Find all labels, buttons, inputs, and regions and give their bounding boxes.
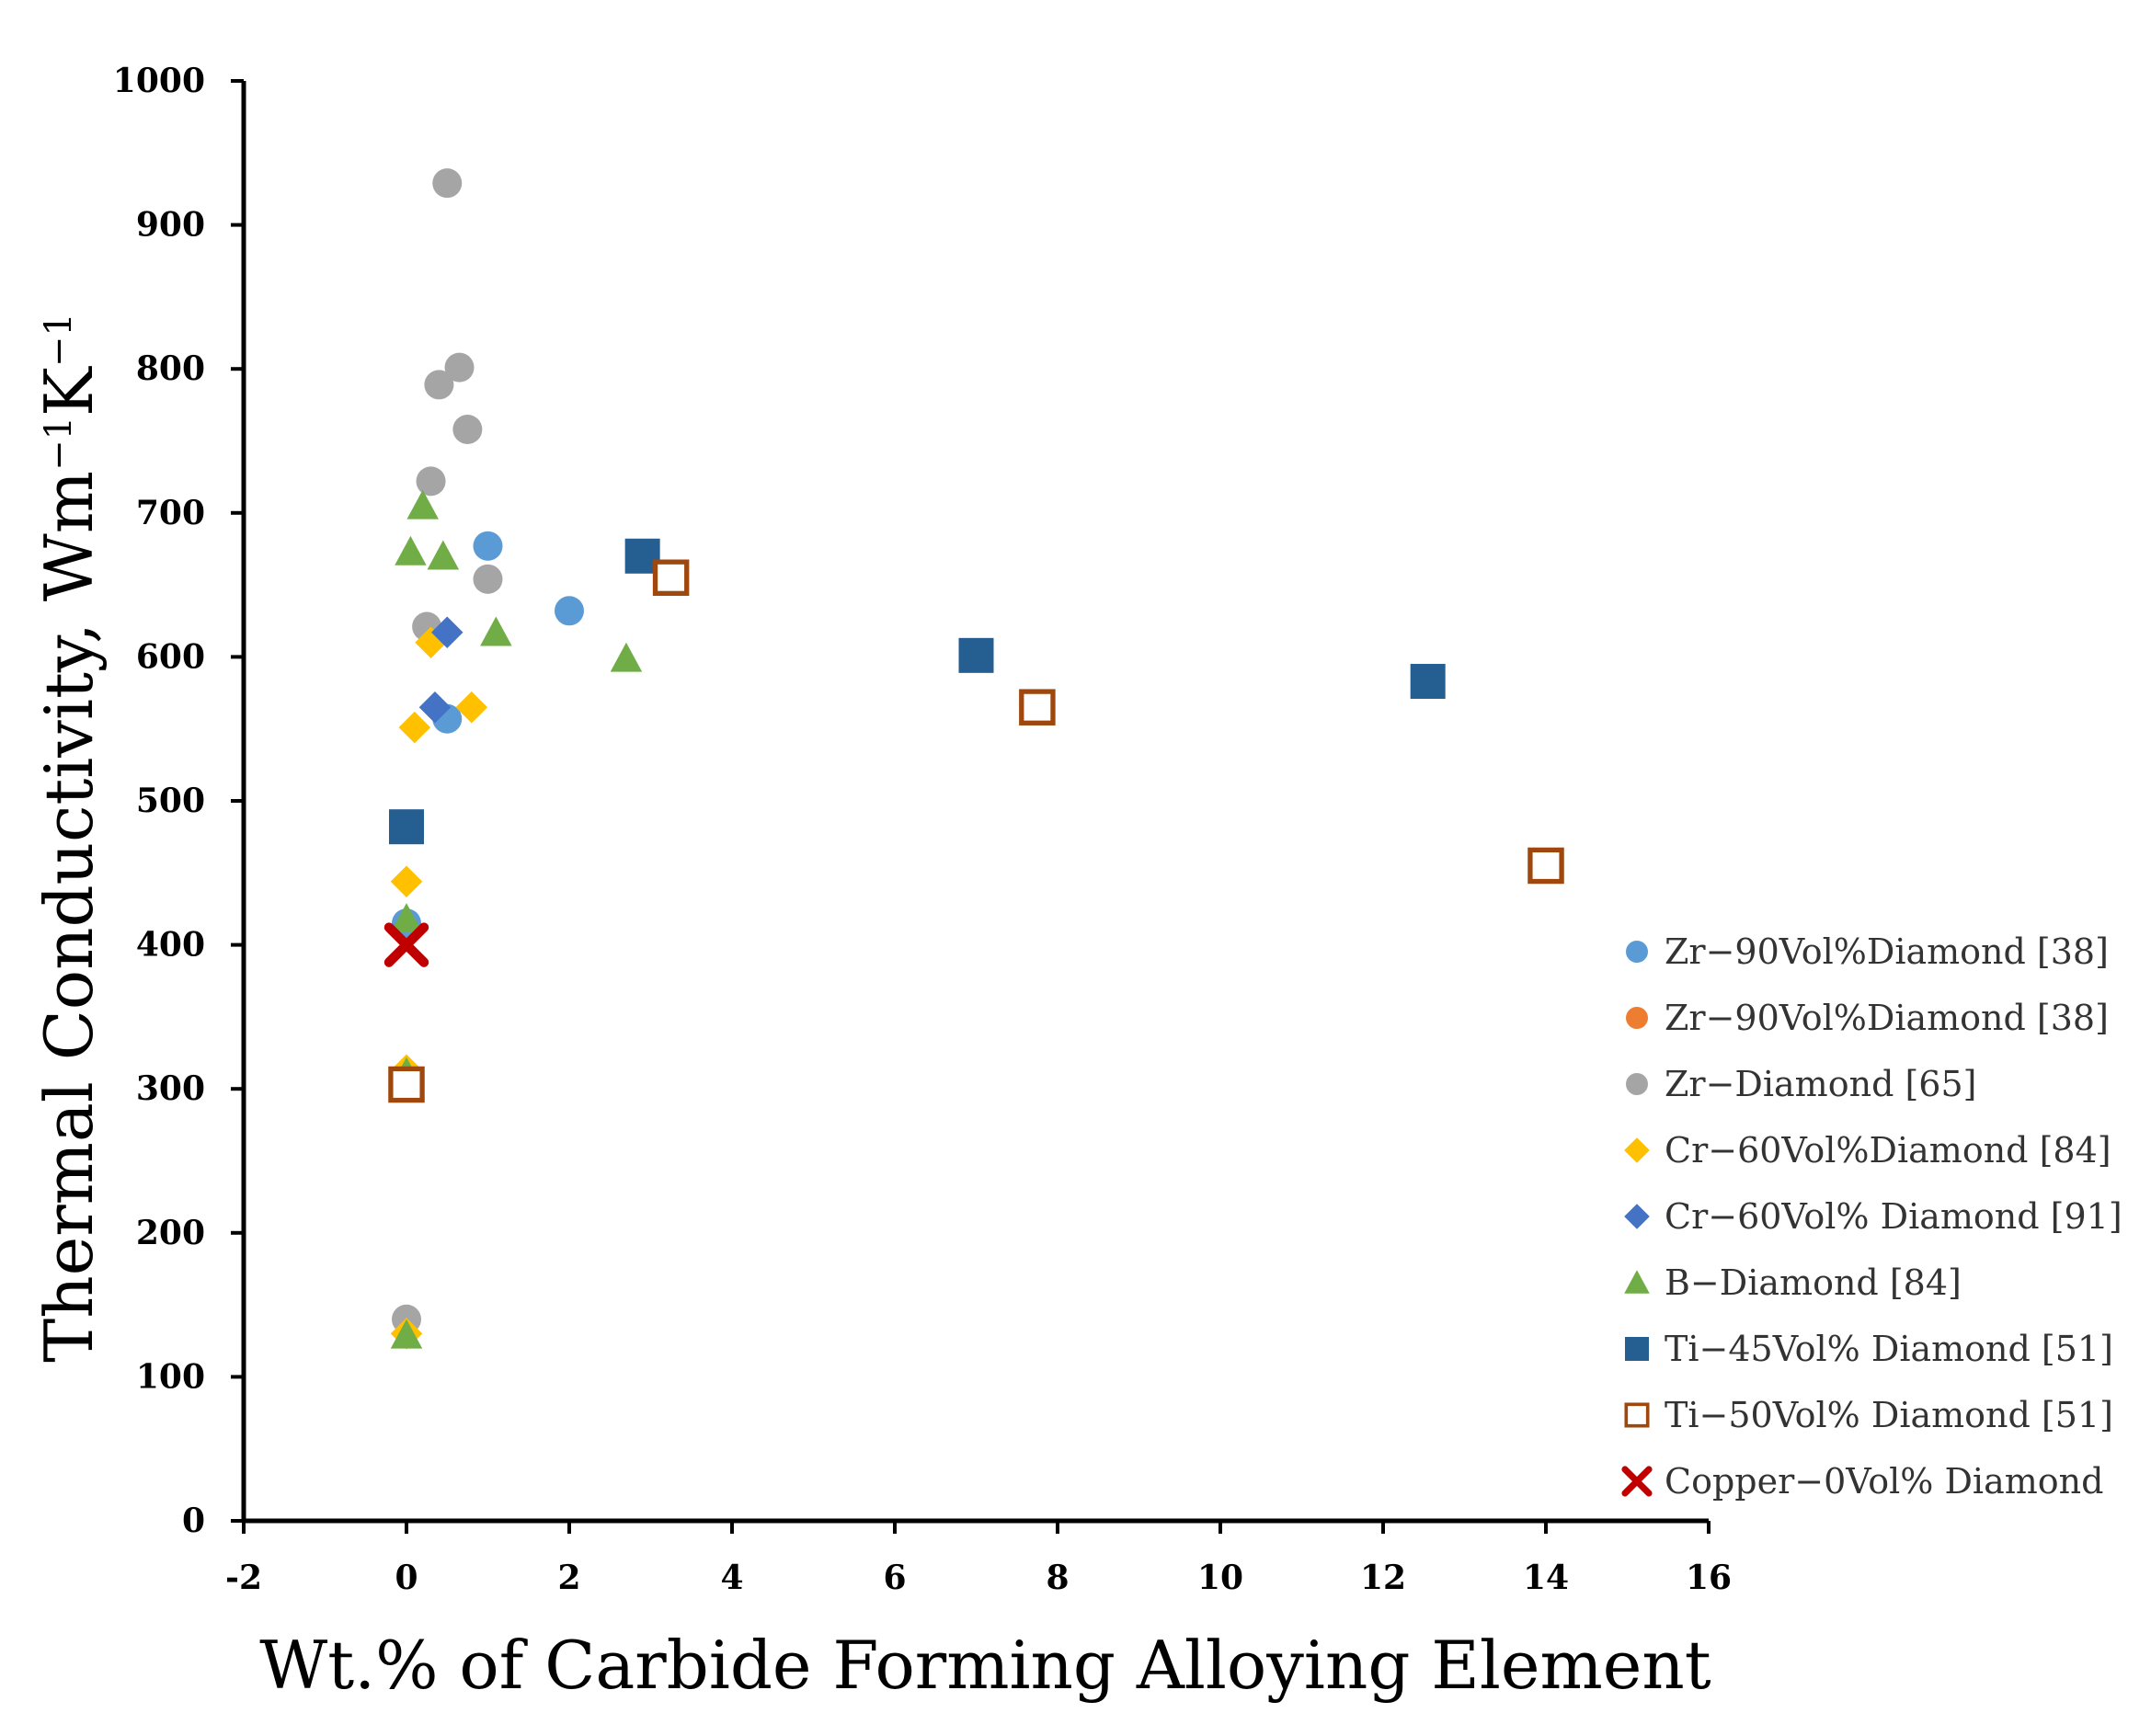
y-tick-label: 700 bbox=[136, 494, 205, 532]
legend-item: B−Diamond [84] bbox=[1624, 1262, 1962, 1303]
x-tick-label: 6 bbox=[883, 1559, 906, 1597]
y-tick-label: 600 bbox=[136, 637, 205, 676]
legend-item: Ti−50Vol% Diamond [51] bbox=[1624, 1395, 2113, 1435]
data-point bbox=[406, 489, 439, 520]
y-tick-label: 200 bbox=[136, 1214, 205, 1252]
data-point bbox=[1527, 847, 1564, 885]
x-tick-label: 12 bbox=[1360, 1559, 1406, 1597]
legend: Zr−90Vol%Diamond [38] Zr−90Vol%Diamond [3… bbox=[1621, 931, 2122, 1502]
series bbox=[390, 626, 488, 1350]
series bbox=[392, 168, 503, 1334]
data-point bbox=[473, 531, 503, 561]
legend-label: Ti−50Vol% Diamond [51] bbox=[1665, 1395, 2113, 1435]
legend-marker bbox=[1624, 1204, 1650, 1229]
legend-label: Cr−60Vol% Diamond [91] bbox=[1665, 1196, 2122, 1237]
data-point bbox=[389, 809, 424, 845]
x-axis-title: Wt.% of Carbide Forming Alloying Element bbox=[259, 1627, 1711, 1704]
legend-marker bbox=[1624, 1137, 1650, 1163]
y-tick-label: 100 bbox=[136, 1357, 205, 1396]
y-axis-title: Thermal Conductivity, Wm−1K−1 bbox=[30, 313, 108, 1363]
x-tick-label: 8 bbox=[1046, 1559, 1069, 1597]
legend-item: Cr−60Vol% Diamond [91] bbox=[1624, 1196, 2122, 1237]
data-point bbox=[452, 414, 483, 444]
y-tick-label: 800 bbox=[136, 349, 205, 388]
data-point bbox=[427, 540, 460, 570]
data-point bbox=[652, 559, 690, 597]
legend-marker bbox=[1621, 1466, 1653, 1497]
legend-marker bbox=[1624, 1402, 1650, 1428]
legend-label: Copper−0Vol% Diamond bbox=[1665, 1461, 2103, 1502]
y-axis-title-sup1: −1 bbox=[38, 417, 80, 471]
legend-item: Zr−Diamond [65] bbox=[1626, 1064, 1976, 1104]
legend-item: Zr−90Vol%Diamond [38] bbox=[1626, 931, 2109, 972]
data-point bbox=[416, 466, 446, 497]
data-point bbox=[610, 642, 643, 672]
x-tick-label: -2 bbox=[225, 1559, 262, 1597]
series bbox=[388, 559, 1564, 1103]
y-tick-label: 500 bbox=[136, 782, 205, 820]
data-point bbox=[455, 691, 488, 724]
legend-marker bbox=[1625, 1337, 1649, 1361]
data-point bbox=[388, 1066, 425, 1103]
data-point bbox=[1410, 664, 1446, 700]
legend-marker bbox=[1626, 1073, 1648, 1095]
legend-label: Zr−90Vol%Diamond [38] bbox=[1665, 998, 2109, 1038]
legend-marker bbox=[1626, 941, 1648, 963]
data-point bbox=[432, 168, 463, 199]
data-point bbox=[424, 370, 454, 400]
legend-label: Zr−Diamond [65] bbox=[1665, 1064, 1976, 1104]
x-tick-label: 4 bbox=[720, 1559, 743, 1597]
y-axis-title-main: Thermal Conductivity, Wm bbox=[30, 471, 108, 1363]
legend-label: B−Diamond [84] bbox=[1665, 1262, 1962, 1303]
plot-area: 0 100 200 300 400 500 600 700 800 900 1000 -2 0 2 4 6 8… bbox=[113, 62, 1732, 1597]
data-point bbox=[390, 903, 423, 933]
x-axis-ticks: -2 0 2 4 6 8 10 12 14 16 bbox=[225, 1521, 1732, 1597]
legend-item: Ti−45Vol% Diamond [51] bbox=[1625, 1329, 2113, 1369]
y-tick-label: 0 bbox=[182, 1502, 205, 1540]
data-point bbox=[1019, 689, 1056, 725]
data-point bbox=[395, 535, 427, 565]
legend-label: Zr−90Vol%Diamond [38] bbox=[1665, 931, 2109, 972]
data-points bbox=[383, 168, 1564, 1350]
legend-marker bbox=[1624, 1270, 1650, 1294]
data-point bbox=[390, 865, 423, 897]
data-point bbox=[480, 616, 512, 646]
y-tick-label: 900 bbox=[136, 206, 205, 245]
data-point bbox=[418, 691, 452, 724]
y-tick-label: 400 bbox=[136, 926, 205, 965]
series bbox=[389, 538, 1446, 845]
y-axis-title-sup2: −1 bbox=[38, 313, 80, 367]
legend-label: Ti−45Vol% Diamond [51] bbox=[1665, 1329, 2113, 1369]
y-axis-title-k: K bbox=[30, 366, 108, 417]
x-tick-label: 2 bbox=[557, 1559, 580, 1597]
legend-item: Cr−60Vol%Diamond [84] bbox=[1624, 1130, 2111, 1171]
legend-item: Zr−90Vol%Diamond [38] bbox=[1626, 998, 2109, 1038]
legend-marker bbox=[1626, 1007, 1648, 1029]
series bbox=[418, 616, 463, 724]
legend-item: Copper−0Vol% Diamond bbox=[1621, 1461, 2103, 1502]
x-tick-label: 14 bbox=[1523, 1559, 1569, 1597]
data-point bbox=[555, 596, 584, 626]
x-tick-label: 10 bbox=[1197, 1559, 1243, 1597]
legend-label: Cr−60Vol%Diamond [84] bbox=[1665, 1130, 2111, 1171]
x-tick-label: 0 bbox=[395, 1559, 418, 1597]
y-tick-label: 300 bbox=[136, 1069, 205, 1108]
y-axis-ticks: 0 100 200 300 400 500 600 700 800 900 1000 bbox=[113, 62, 244, 1540]
y-tick-label: 1000 bbox=[113, 62, 205, 100]
data-point bbox=[398, 711, 431, 744]
data-point bbox=[390, 1319, 423, 1349]
series bbox=[383, 922, 429, 967]
x-tick-label: 16 bbox=[1686, 1559, 1732, 1597]
data-point bbox=[431, 616, 463, 649]
data-point bbox=[473, 564, 503, 594]
data-point bbox=[444, 352, 475, 383]
data-point bbox=[958, 637, 994, 673]
data-point bbox=[383, 922, 429, 967]
